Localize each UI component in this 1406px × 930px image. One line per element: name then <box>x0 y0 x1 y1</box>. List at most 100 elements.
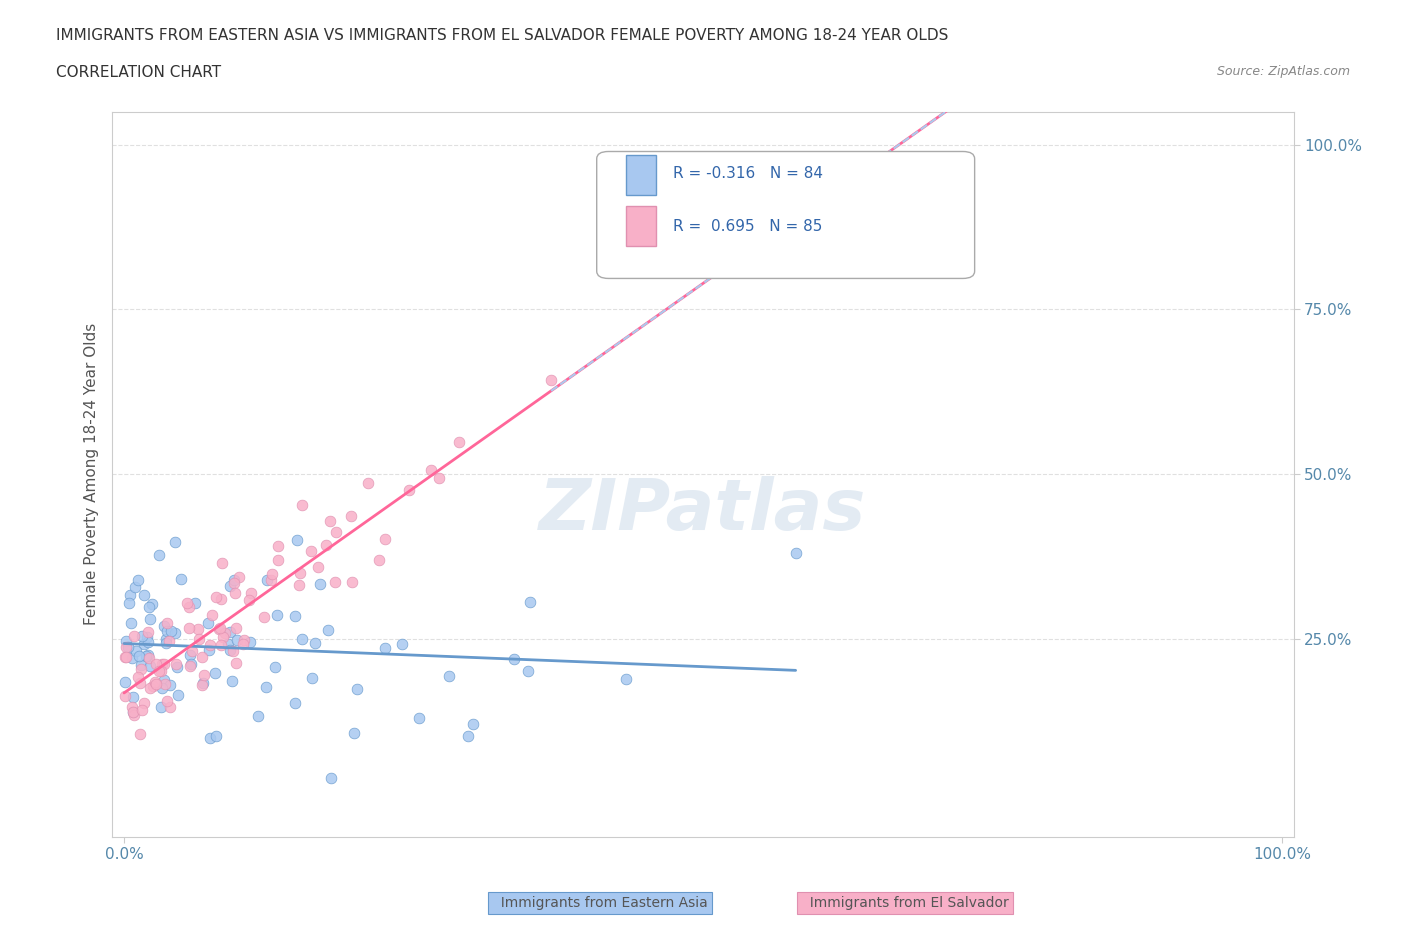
Point <box>267 538 290 553</box>
Point <box>284 696 307 711</box>
Point <box>457 729 479 744</box>
Point <box>122 704 145 719</box>
FancyBboxPatch shape <box>626 155 655 195</box>
Point <box>136 635 159 650</box>
Point <box>517 663 540 678</box>
Point <box>148 663 170 678</box>
Point <box>256 573 278 588</box>
Point <box>127 573 149 588</box>
Point <box>301 671 323 685</box>
Point <box>170 572 193 587</box>
Point <box>204 666 226 681</box>
Point <box>219 624 242 639</box>
Point <box>136 630 159 644</box>
Point <box>145 657 167 671</box>
Point <box>218 578 240 593</box>
Point <box>135 649 157 664</box>
Point <box>121 699 143 714</box>
Point <box>132 637 155 652</box>
Point <box>299 543 322 558</box>
Point <box>239 634 262 649</box>
Point <box>179 658 201 673</box>
Point <box>357 475 380 490</box>
Point <box>153 657 176 671</box>
Point <box>177 600 200 615</box>
Point <box>339 508 361 523</box>
Point <box>291 498 314 512</box>
Point <box>461 717 484 732</box>
Point <box>115 640 138 655</box>
Point <box>153 618 176 633</box>
Point <box>201 607 224 622</box>
Point <box>118 596 141 611</box>
Point <box>318 622 340 637</box>
Point <box>264 659 287 674</box>
Point <box>122 705 145 720</box>
Point <box>288 578 311 592</box>
Text: IMMIGRANTS FROM EASTERN ASIA VS IMMIGRANTS FROM EL SALVADOR FEMALE POVERTY AMONG: IMMIGRANTS FROM EASTERN ASIA VS IMMIGRAN… <box>56 28 949 43</box>
Point <box>129 661 152 676</box>
Point <box>159 624 181 639</box>
Point <box>179 647 201 662</box>
Point <box>346 682 368 697</box>
Point <box>224 576 246 591</box>
Point <box>145 677 167 692</box>
Point <box>141 596 163 611</box>
Point <box>167 687 190 702</box>
Point <box>290 565 312 580</box>
Point <box>159 699 181 714</box>
Point <box>519 594 541 609</box>
Point <box>155 616 177 631</box>
Point <box>200 638 222 653</box>
Point <box>139 658 162 673</box>
Text: R = -0.316   N = 84: R = -0.316 N = 84 <box>673 166 824 180</box>
Point <box>319 770 342 785</box>
Point <box>143 675 166 690</box>
Point <box>209 638 232 653</box>
Point <box>323 575 346 590</box>
Point <box>114 649 136 664</box>
Point <box>149 699 172 714</box>
Point <box>138 651 160 666</box>
Point <box>122 708 145 723</box>
Point <box>115 633 138 648</box>
Point <box>148 548 170 563</box>
Point <box>121 650 143 665</box>
Point <box>398 483 420 498</box>
Point <box>131 629 153 644</box>
Point <box>211 555 233 570</box>
Point <box>374 532 396 547</box>
Point <box>131 658 153 672</box>
Text: Source: ZipAtlas.com: Source: ZipAtlas.com <box>1216 65 1350 78</box>
Point <box>342 575 364 590</box>
Point <box>156 694 179 709</box>
Point <box>254 680 277 695</box>
Point <box>180 657 202 671</box>
Point <box>129 676 152 691</box>
Point <box>238 593 260 608</box>
Point <box>152 657 174 671</box>
Point <box>204 728 226 743</box>
Point <box>319 513 342 528</box>
Point <box>156 623 179 638</box>
Point <box>132 587 155 602</box>
FancyBboxPatch shape <box>626 206 655 246</box>
Point <box>217 636 239 651</box>
Point <box>205 590 228 604</box>
Point <box>153 672 176 687</box>
Point <box>374 640 396 655</box>
Point <box>224 586 246 601</box>
Point <box>208 621 231 636</box>
Point <box>114 649 136 664</box>
Point <box>187 622 209 637</box>
Point <box>437 669 460 684</box>
Point <box>128 649 150 664</box>
Point <box>503 651 526 666</box>
Point <box>129 726 152 741</box>
Text: CORRELATION CHART: CORRELATION CHART <box>56 65 221 80</box>
Point <box>165 626 187 641</box>
Point <box>367 552 389 567</box>
Point <box>139 680 162 695</box>
Point <box>240 585 263 600</box>
Point <box>157 633 180 648</box>
